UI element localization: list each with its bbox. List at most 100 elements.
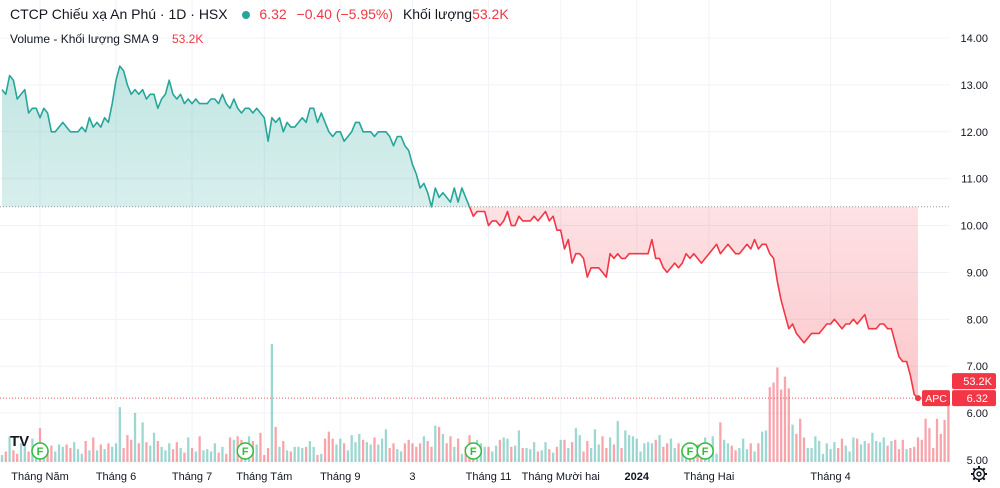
price-line: APC (0, 65, 950, 407)
volume-bar (179, 447, 182, 462)
volume-bar (901, 439, 904, 462)
volume-bar (551, 452, 555, 462)
volume-bar (738, 447, 741, 462)
price-line-up (1, 65, 471, 207)
time-tick-label: Tháng Hai (684, 471, 735, 483)
volume-bar (206, 449, 209, 462)
volume-bar (320, 453, 323, 462)
gear-icon[interactable] (970, 465, 988, 483)
price-axis[interactable]: 14.00 13.00 12.00 11.00 10.00 9.00 8.00 7.00 6.0… (950, 0, 1000, 467)
volume-bar (947, 394, 950, 462)
time-tick-label: Tháng 9 (320, 471, 360, 483)
volume-bar (209, 451, 213, 462)
volume-bar (73, 442, 76, 462)
price-tick-label: 7.00 (967, 361, 988, 373)
volume-bar (171, 449, 175, 462)
symbol-tag[interactable]: APC (922, 390, 950, 407)
volume-bar (726, 443, 730, 462)
volume-bar (107, 443, 110, 462)
volume-bar (342, 443, 346, 462)
volume-bar (84, 440, 87, 462)
price-area-up (2, 66, 918, 207)
volume-bar (768, 387, 771, 462)
volume-bar (156, 440, 159, 462)
indicator-legend[interactable]: Volume - Khối lượng SMA 9 53.2K (10, 32, 203, 46)
svg-text:F: F (37, 446, 44, 458)
volume-badge: 53.2K (952, 373, 996, 390)
symbol-legend: CTCP Chiếu xạ An Phú · 1D · HSX 6.32 −0.… (10, 6, 509, 22)
volume-bar (456, 438, 460, 462)
volume-bar (567, 447, 570, 462)
tradingview-logo-icon[interactable]: TV (10, 433, 30, 450)
volume-bar (373, 437, 376, 462)
time-tick-label: Tháng Năm (11, 471, 68, 483)
dividend-marker-icon[interactable]: F (681, 442, 699, 460)
dividend-marker-icon[interactable]: F (464, 442, 483, 460)
volume-bar (27, 451, 30, 462)
dividend-marker-icon[interactable]: F (696, 442, 714, 460)
volume-bar (723, 439, 726, 462)
volume-bar (358, 433, 361, 462)
volume-bar (844, 445, 847, 462)
svg-text:F: F (702, 446, 709, 458)
volume-bar (525, 447, 528, 462)
volume-bar (878, 442, 882, 462)
volume-bar (445, 443, 448, 462)
volume-bar (449, 436, 452, 462)
volume-bar (662, 446, 665, 462)
price-tick-label: 13.00 (960, 80, 988, 92)
volume-bar (517, 430, 521, 462)
volume-bar (266, 447, 270, 462)
volume-bar (601, 436, 604, 462)
volume-bar (118, 407, 121, 462)
volume-bar (12, 450, 15, 462)
volume-bar (99, 444, 102, 462)
time-axis[interactable]: Tháng Năm Tháng 6 Tháng 7 Tháng Tám Tháng 9 3… (0, 462, 950, 488)
volume-bar (494, 445, 498, 462)
volume-bar (578, 435, 581, 462)
volume-bar (616, 421, 619, 462)
dividend-marker-icon[interactable]: F (236, 442, 255, 460)
volume-bar (818, 440, 821, 462)
price-change: −0.40 (−5.95%) (296, 6, 394, 22)
volume-bar (130, 439, 133, 462)
volume-bar (293, 446, 296, 462)
volume-bar (761, 431, 764, 462)
volume-bar (437, 426, 441, 462)
volume-bar (916, 437, 920, 462)
volume-bar (122, 447, 125, 462)
volume-bar (133, 412, 137, 462)
volume-bar (795, 433, 798, 462)
time-tick-label: Tháng Tám (236, 471, 292, 483)
price-area (0, 66, 950, 399)
price-tick-label: 5.00 (967, 455, 988, 467)
volume-bar (187, 437, 190, 462)
dividend-marker-icon[interactable]: F (31, 442, 49, 460)
symbol-title[interactable]: CTCP Chiếu xạ An Phú · 1D · HSX (10, 6, 228, 22)
volume-bar (506, 438, 509, 462)
price-area-down (469, 206, 918, 399)
volume-bar (335, 444, 338, 462)
volume-bar (745, 449, 749, 462)
volume-bar (274, 426, 277, 462)
volume-bar (434, 425, 437, 462)
volume-bar (164, 450, 167, 462)
volume-bar (312, 446, 315, 462)
volume-bar (905, 449, 908, 462)
volume-bar (544, 442, 547, 462)
volume-bar (555, 446, 559, 462)
volume-bar (586, 440, 589, 462)
volume-bar (859, 444, 863, 462)
volume-bar (532, 442, 536, 462)
volume-bar (46, 451, 49, 462)
volume-bar (217, 452, 220, 462)
volume-bar (388, 447, 391, 462)
time-tick-label: Tháng Mười hai (522, 471, 600, 483)
volume-bar (415, 446, 418, 462)
volume-bar (361, 439, 365, 462)
volume-bar (863, 440, 866, 462)
volume-bar (380, 438, 384, 462)
volume-bar (149, 445, 152, 462)
price-tick-label: 11.00 (961, 174, 988, 186)
